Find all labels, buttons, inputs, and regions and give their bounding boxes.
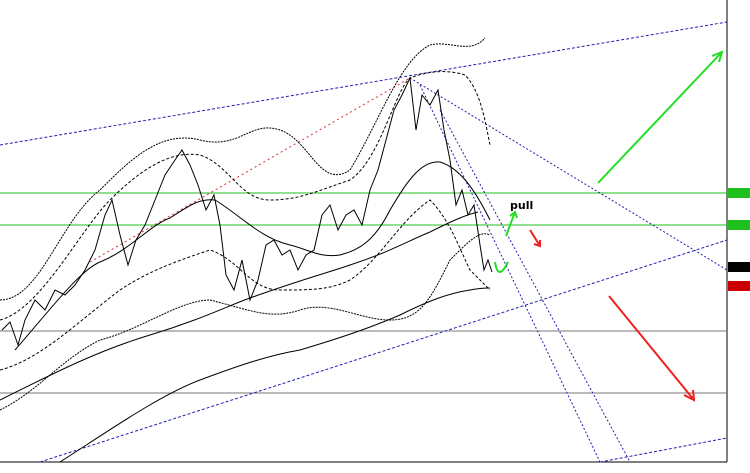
band-line <box>0 71 491 321</box>
trend-line <box>89 77 411 263</box>
arrow <box>597 51 723 184</box>
price-marker <box>728 281 750 291</box>
arrow-head <box>509 210 518 219</box>
arrow <box>608 295 695 401</box>
moving-average <box>59 287 491 463</box>
price-marker <box>728 220 750 230</box>
arrows <box>494 50 724 402</box>
moving-average <box>0 211 479 401</box>
annotation: pull <box>510 199 533 212</box>
price-series <box>1 76 493 347</box>
trend-line <box>39 239 728 463</box>
trend-line <box>439 109 631 463</box>
band-line <box>0 37 486 301</box>
trend-line <box>0 21 728 146</box>
trend-line <box>599 437 728 463</box>
arrow-head <box>711 50 724 63</box>
band-line <box>0 233 491 411</box>
price-marker <box>728 188 750 198</box>
arrow-head <box>533 240 541 248</box>
trend-line <box>409 77 728 271</box>
trend-line <box>419 84 601 463</box>
arrow <box>529 229 541 247</box>
arrow <box>494 261 509 273</box>
price-marker <box>728 262 750 272</box>
arrow-head <box>683 389 696 402</box>
moving-average <box>14 161 491 351</box>
band-line <box>0 199 491 371</box>
arrow <box>505 211 516 237</box>
